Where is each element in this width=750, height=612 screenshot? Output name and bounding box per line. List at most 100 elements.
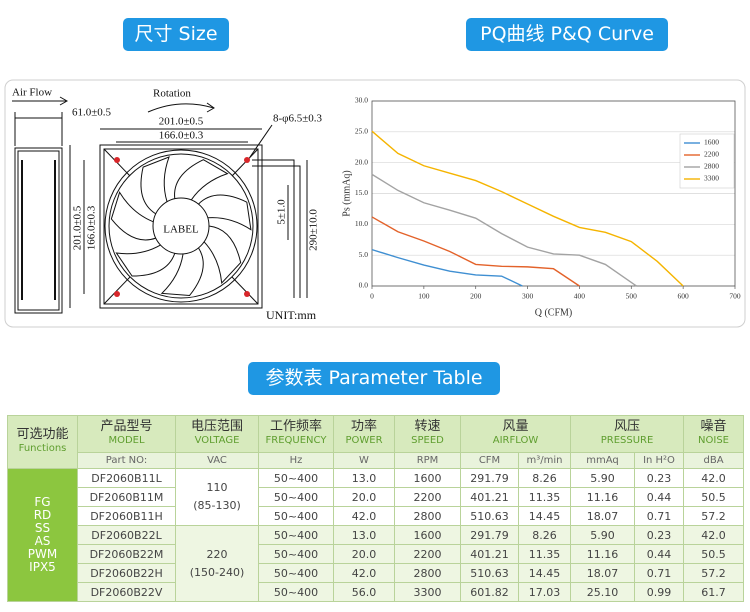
data-cell: 50~400 — [258, 544, 334, 564]
x-tick-label: 400 — [574, 292, 586, 301]
data-cell: 1600 — [394, 468, 461, 488]
data-cell: 42.0 — [333, 563, 395, 583]
data-cell: 50~400 — [258, 582, 334, 602]
side-view — [17, 150, 60, 311]
fan-blade — [198, 194, 252, 231]
fan-strut — [103, 276, 131, 305]
data-row: DF2060B11H 50~400 42.0 2800 510.63 14.45 18.07… — [8, 506, 745, 526]
dimension-label: 8-φ6.5±0.3 — [273, 113, 323, 125]
header-en: PRESSURE — [600, 435, 654, 446]
unit-cell: Part NO: — [77, 452, 176, 469]
plot-frame — [371, 100, 736, 287]
function-item: RD — [33, 508, 52, 522]
fan-blade — [160, 247, 204, 296]
data-cell: 42.0 — [683, 468, 745, 488]
dimension-label: 201.0±0.5 — [159, 116, 204, 128]
data-cell: 57.2 — [683, 506, 745, 526]
data-cell: 57.2 — [683, 563, 745, 583]
dimension-label: 166.0±0.3 — [86, 205, 98, 250]
header-en: SPEED — [411, 435, 444, 446]
data-cell: 8.26 — [518, 525, 571, 545]
function-item: IPX5 — [29, 560, 56, 574]
header-zh: 噪音 — [700, 419, 727, 434]
fan-strut — [231, 276, 259, 305]
data-cell: 56.0 — [333, 582, 395, 602]
unit-cell: RPM — [394, 452, 461, 469]
y-tick-label: 15.0 — [355, 188, 368, 197]
data-cell: 50.5 — [683, 487, 745, 507]
unit-cell: VAC — [175, 452, 259, 469]
header-en: FREQUENCY — [265, 435, 327, 446]
dimension-label: 201.0±0.5 — [72, 205, 84, 250]
parameter-table: 可选功能 Functions 产品型号 MODEL 电压范围 VOLTAGE 工作频率 FRE… — [7, 415, 745, 602]
y-tick-label: 10.0 — [355, 219, 368, 228]
data-cell: 0.99 — [633, 582, 685, 602]
header-zh: 电压范围 — [190, 419, 243, 434]
unit-cell: CFM — [460, 452, 519, 469]
hub-label: LABEL — [163, 224, 199, 236]
dimension-label: 166.0±0.3 — [159, 130, 204, 142]
data-row: DF2060B22V 50~400 56.0 3300 601.82 17.03 25.10… — [8, 582, 745, 602]
data-cell: 291.79 — [460, 525, 519, 545]
x-axis-title: Q (CFM) — [535, 307, 573, 318]
unit-cell: In H²O — [633, 452, 685, 469]
data-cell: 601.82 — [460, 582, 519, 602]
arrow-head — [206, 102, 215, 113]
dimension-label: Rotation — [153, 88, 191, 100]
data-cell: 1600 — [394, 525, 461, 545]
header-en: Functions — [18, 443, 67, 454]
fan-frame — [99, 144, 263, 309]
data-row: DF2060B22H 50~400 42.0 2800 510.63 14.45 18.07… — [8, 563, 745, 583]
data-cell: 11.16 — [570, 544, 635, 564]
fan-strut — [231, 148, 259, 177]
header-cell: 工作频率 FREQUENCY — [258, 415, 334, 453]
data-cell: 50~400 — [258, 487, 334, 507]
header-cell: 风压 PRESSURE — [569, 415, 685, 453]
data-cell: 50~400 — [258, 468, 334, 488]
side-view — [14, 147, 63, 314]
data-cell: 50~400 — [258, 525, 334, 545]
data-cell: 510.63 — [460, 563, 519, 583]
data-cell: 3300 — [394, 582, 461, 602]
data-cell: 0.44 — [633, 544, 685, 564]
fan-blade — [110, 191, 156, 241]
fan-blade — [203, 225, 242, 285]
data-cell: 8.26 — [518, 468, 571, 488]
data-cell: DF2060B22H — [77, 563, 176, 583]
data-cell: 42.0 — [683, 525, 745, 545]
voltage-value: 220 — [206, 547, 228, 561]
data-cell: 401.21 — [460, 487, 519, 507]
data-cell: 291.79 — [460, 468, 519, 488]
section-heading: PQ曲线 P&Q Curve — [466, 18, 668, 51]
data-cell: 2200 — [394, 487, 461, 507]
data-cell: 14.45 — [518, 506, 571, 526]
unit-cell: W — [333, 452, 395, 469]
data-cell: 510.63 — [460, 506, 519, 526]
data-cell: 50~400 — [258, 563, 334, 583]
unit-cell: Hz — [258, 452, 334, 469]
unit-row: Part NO: VAC Hz W RPM CFM m³/min mmAq In H²O dBA — [8, 452, 745, 469]
data-cell: 0.23 — [633, 468, 685, 488]
y-tick-label: 30.0 — [355, 96, 368, 105]
header-zh: 可选功能 — [16, 427, 69, 442]
voltage-cell: 110 (85-130) — [175, 468, 259, 526]
section-heading: 参数表 Parameter Table — [248, 362, 500, 395]
data-cell: 0.71 — [633, 506, 685, 526]
dimension-label: Air Flow — [12, 87, 52, 99]
data-cell: 61.7 — [683, 582, 745, 602]
data-cell: 5.90 — [570, 468, 635, 488]
data-cell: 0.23 — [633, 525, 685, 545]
voltage-value: 110 — [206, 481, 228, 494]
data-cell: DF2060B11M — [77, 487, 176, 507]
series-line — [371, 248, 523, 287]
x-tick-label: 600 — [678, 292, 690, 301]
fan-drawing — [12, 96, 308, 314]
dimension-label: 61.0±0.5 — [72, 107, 112, 119]
data-cell: 18.07 — [570, 506, 635, 526]
data-cell: 0.44 — [633, 487, 685, 507]
data-row: DF2060B22L 220 (150-240) 50~400 13.0 1600 291.… — [8, 525, 745, 602]
header-cell: 转速 SPEED — [394, 415, 461, 453]
pq-chart: 0.0 5.0 10.0 15.0 20.0 25.0 30.0 0 100 200 300 400 5… — [341, 96, 741, 319]
header-en: AIRFLOW — [492, 435, 539, 446]
